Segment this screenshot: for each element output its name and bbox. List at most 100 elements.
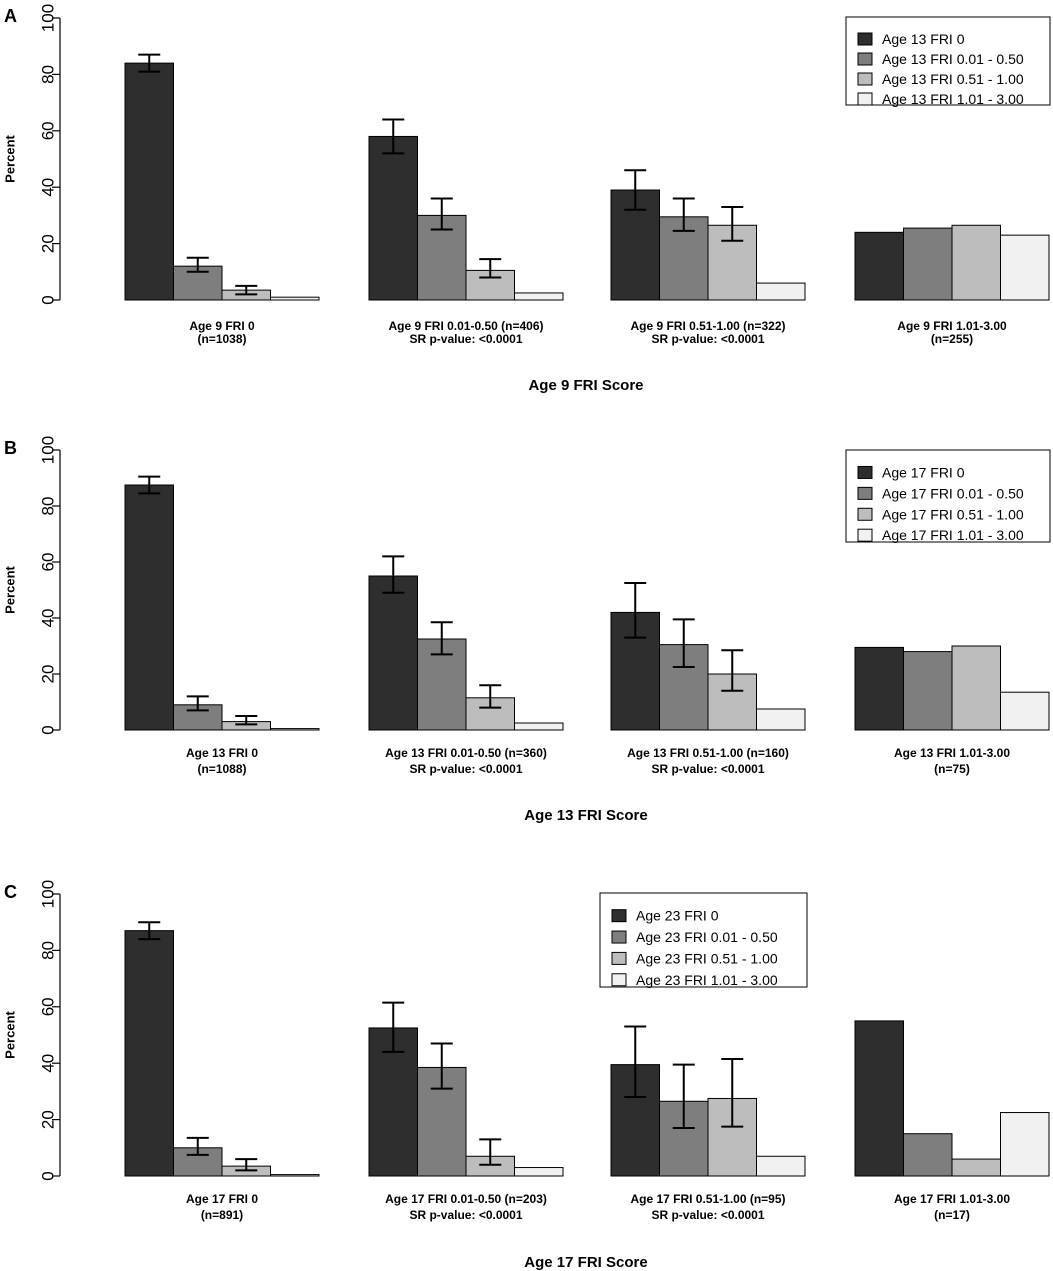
y-tick-label: 100	[39, 880, 58, 908]
y-axis-title: Percent	[3, 565, 18, 613]
legend-box	[599, 892, 808, 988]
panel-b: B 0 20 40 60 80 100 Percent Age 13 FRI 0 (n=1088)…	[3, 436, 1051, 824]
legend: Age 17 FRI 0 Age 17 FRI 0.01 - 0.50 Age 17…	[845, 449, 1051, 543]
legend-entry: Age 13 FRI 1.01 - 3.00	[882, 91, 1024, 107]
group-label: Age 9 FRI 0	[189, 319, 255, 333]
y-tick-label: 40	[39, 178, 58, 197]
legend-swatch	[611, 973, 627, 987]
bar	[903, 1133, 953, 1177]
group-sublabel: SR p-value: <0.0001	[651, 332, 764, 346]
bar-group	[124, 53, 320, 301]
bar-group	[124, 475, 320, 731]
legend-swatch	[857, 465, 873, 479]
y-tick-label: 60	[39, 553, 58, 572]
group-label: Age 17 FRI 1.01-3.00	[894, 1192, 1010, 1206]
bar	[854, 646, 904, 731]
bar	[854, 1020, 904, 1177]
panel-a: A 0 20 40 60 80 100 Percent Age 9 FRI 0(n=1038) A…	[3, 4, 1051, 394]
group-sublabel: SR p-value: <0.0001	[409, 762, 522, 776]
bar	[756, 708, 806, 731]
y-tick-label: 0	[39, 1171, 58, 1180]
y-tick-label: 40	[39, 1054, 58, 1073]
group-label: Age 9 FRI 0.51-1.00 (n=322)	[630, 319, 785, 333]
bar	[951, 224, 1001, 301]
bar	[124, 930, 174, 1177]
bar	[951, 1158, 1001, 1177]
bar	[1000, 691, 1050, 731]
group-label: Age 13 FRI 0	[186, 746, 258, 760]
bar-group	[854, 645, 1050, 731]
y-tick-label: 100	[39, 4, 58, 32]
bar	[1000, 234, 1050, 301]
bar	[903, 227, 953, 301]
legend: Age 23 FRI 0 Age 23 FRI 0.01 - 0.50 Age 23…	[599, 892, 808, 988]
legend-swatch	[857, 486, 873, 500]
group-sublabel: (n=75)	[934, 762, 970, 776]
legend-entry: Age 13 FRI 0.51 - 1.00	[882, 71, 1024, 87]
legend-entry: Age 23 FRI 1.01 - 3.00	[636, 972, 778, 988]
group-label: Age 17 FRI 0.51-1.00 (n=95)	[630, 1192, 785, 1206]
bar-group	[368, 555, 564, 731]
group-sublabel: (n=1038)	[197, 332, 246, 346]
panel-c: C 0 20 40 60 80 100 Percent Age 17 FRI 0 (n=891) A…	[3, 880, 1050, 1271]
bar	[124, 484, 174, 731]
bar-group	[854, 1020, 1050, 1177]
bar-group	[368, 118, 564, 301]
panel-letter: A	[4, 6, 17, 26]
bar	[124, 62, 174, 301]
y-tick-label: 20	[39, 1110, 58, 1129]
group-label: Age 17 FRI 0	[186, 1192, 258, 1206]
legend-box	[845, 449, 1051, 543]
legend-swatch	[857, 528, 873, 542]
group-sublabel: SR p-value: <0.0001	[409, 332, 522, 346]
bar	[270, 728, 320, 731]
legend-box	[845, 16, 1051, 106]
y-tick-label: 60	[39, 121, 58, 140]
bar	[903, 651, 953, 731]
bar	[514, 1167, 564, 1177]
bar-group	[368, 1001, 564, 1177]
legend-swatch	[857, 72, 873, 86]
legend-entry: Age 17 FRI 0.01 - 0.50	[882, 485, 1024, 501]
y-tick-label: 0	[39, 725, 58, 734]
legend-swatch	[611, 951, 627, 965]
y-tick-label: 20	[39, 234, 58, 253]
bar	[514, 292, 564, 301]
bar	[951, 645, 1001, 731]
x-axis-title: Age 17 FRI Score	[524, 1254, 647, 1271]
x-axis-title: Age 13 FRI Score	[524, 807, 647, 824]
legend-entry: Age 17 FRI 0	[882, 464, 965, 480]
x-axis-title: Age 9 FRI Score	[528, 377, 643, 394]
bar	[368, 135, 418, 301]
panel-letter: B	[4, 438, 17, 458]
legend-swatch	[857, 52, 873, 66]
y-tick-label: 80	[39, 497, 58, 516]
bar-group	[610, 1025, 806, 1177]
legend-swatch	[611, 909, 627, 923]
y-tick-label: 80	[39, 65, 58, 84]
legend-swatch	[857, 507, 873, 521]
bar-group	[854, 224, 1050, 301]
bar-group	[610, 582, 806, 731]
group-label: Age 13 FRI 0.51-1.00 (n=160)	[627, 746, 789, 760]
legend-swatch	[611, 930, 627, 944]
y-tick-label: 40	[39, 609, 58, 628]
legend-entry: Age 23 FRI 0.01 - 0.50	[636, 929, 778, 945]
legend-entry: Age 13 FRI 0	[882, 31, 965, 47]
group-sublabel: SR p-value: <0.0001	[651, 762, 764, 776]
y-tick-label: 0	[39, 295, 58, 304]
legend-swatch	[857, 92, 873, 106]
legend-entry: Age 23 FRI 0.51 - 1.00	[636, 950, 778, 966]
group-label: Age 13 FRI 0.01-0.50 (n=360)	[385, 746, 547, 760]
bar	[368, 575, 418, 731]
legend-entry: Age 23 FRI 0	[636, 908, 719, 924]
group-sublabel: (n=255)	[931, 332, 973, 346]
bar	[270, 1174, 320, 1177]
y-tick-label: 80	[39, 941, 58, 960]
group-sublabel: (n=17)	[934, 1208, 970, 1222]
group-label: Age 17 FRI 0.01-0.50 (n=203)	[385, 1192, 547, 1206]
group-label: Age 13 FRI 1.01-3.00	[894, 746, 1010, 760]
y-tick-label: 60	[39, 997, 58, 1016]
group-label: Age 9 FRI 0.01-0.50 (n=406)	[388, 319, 543, 333]
